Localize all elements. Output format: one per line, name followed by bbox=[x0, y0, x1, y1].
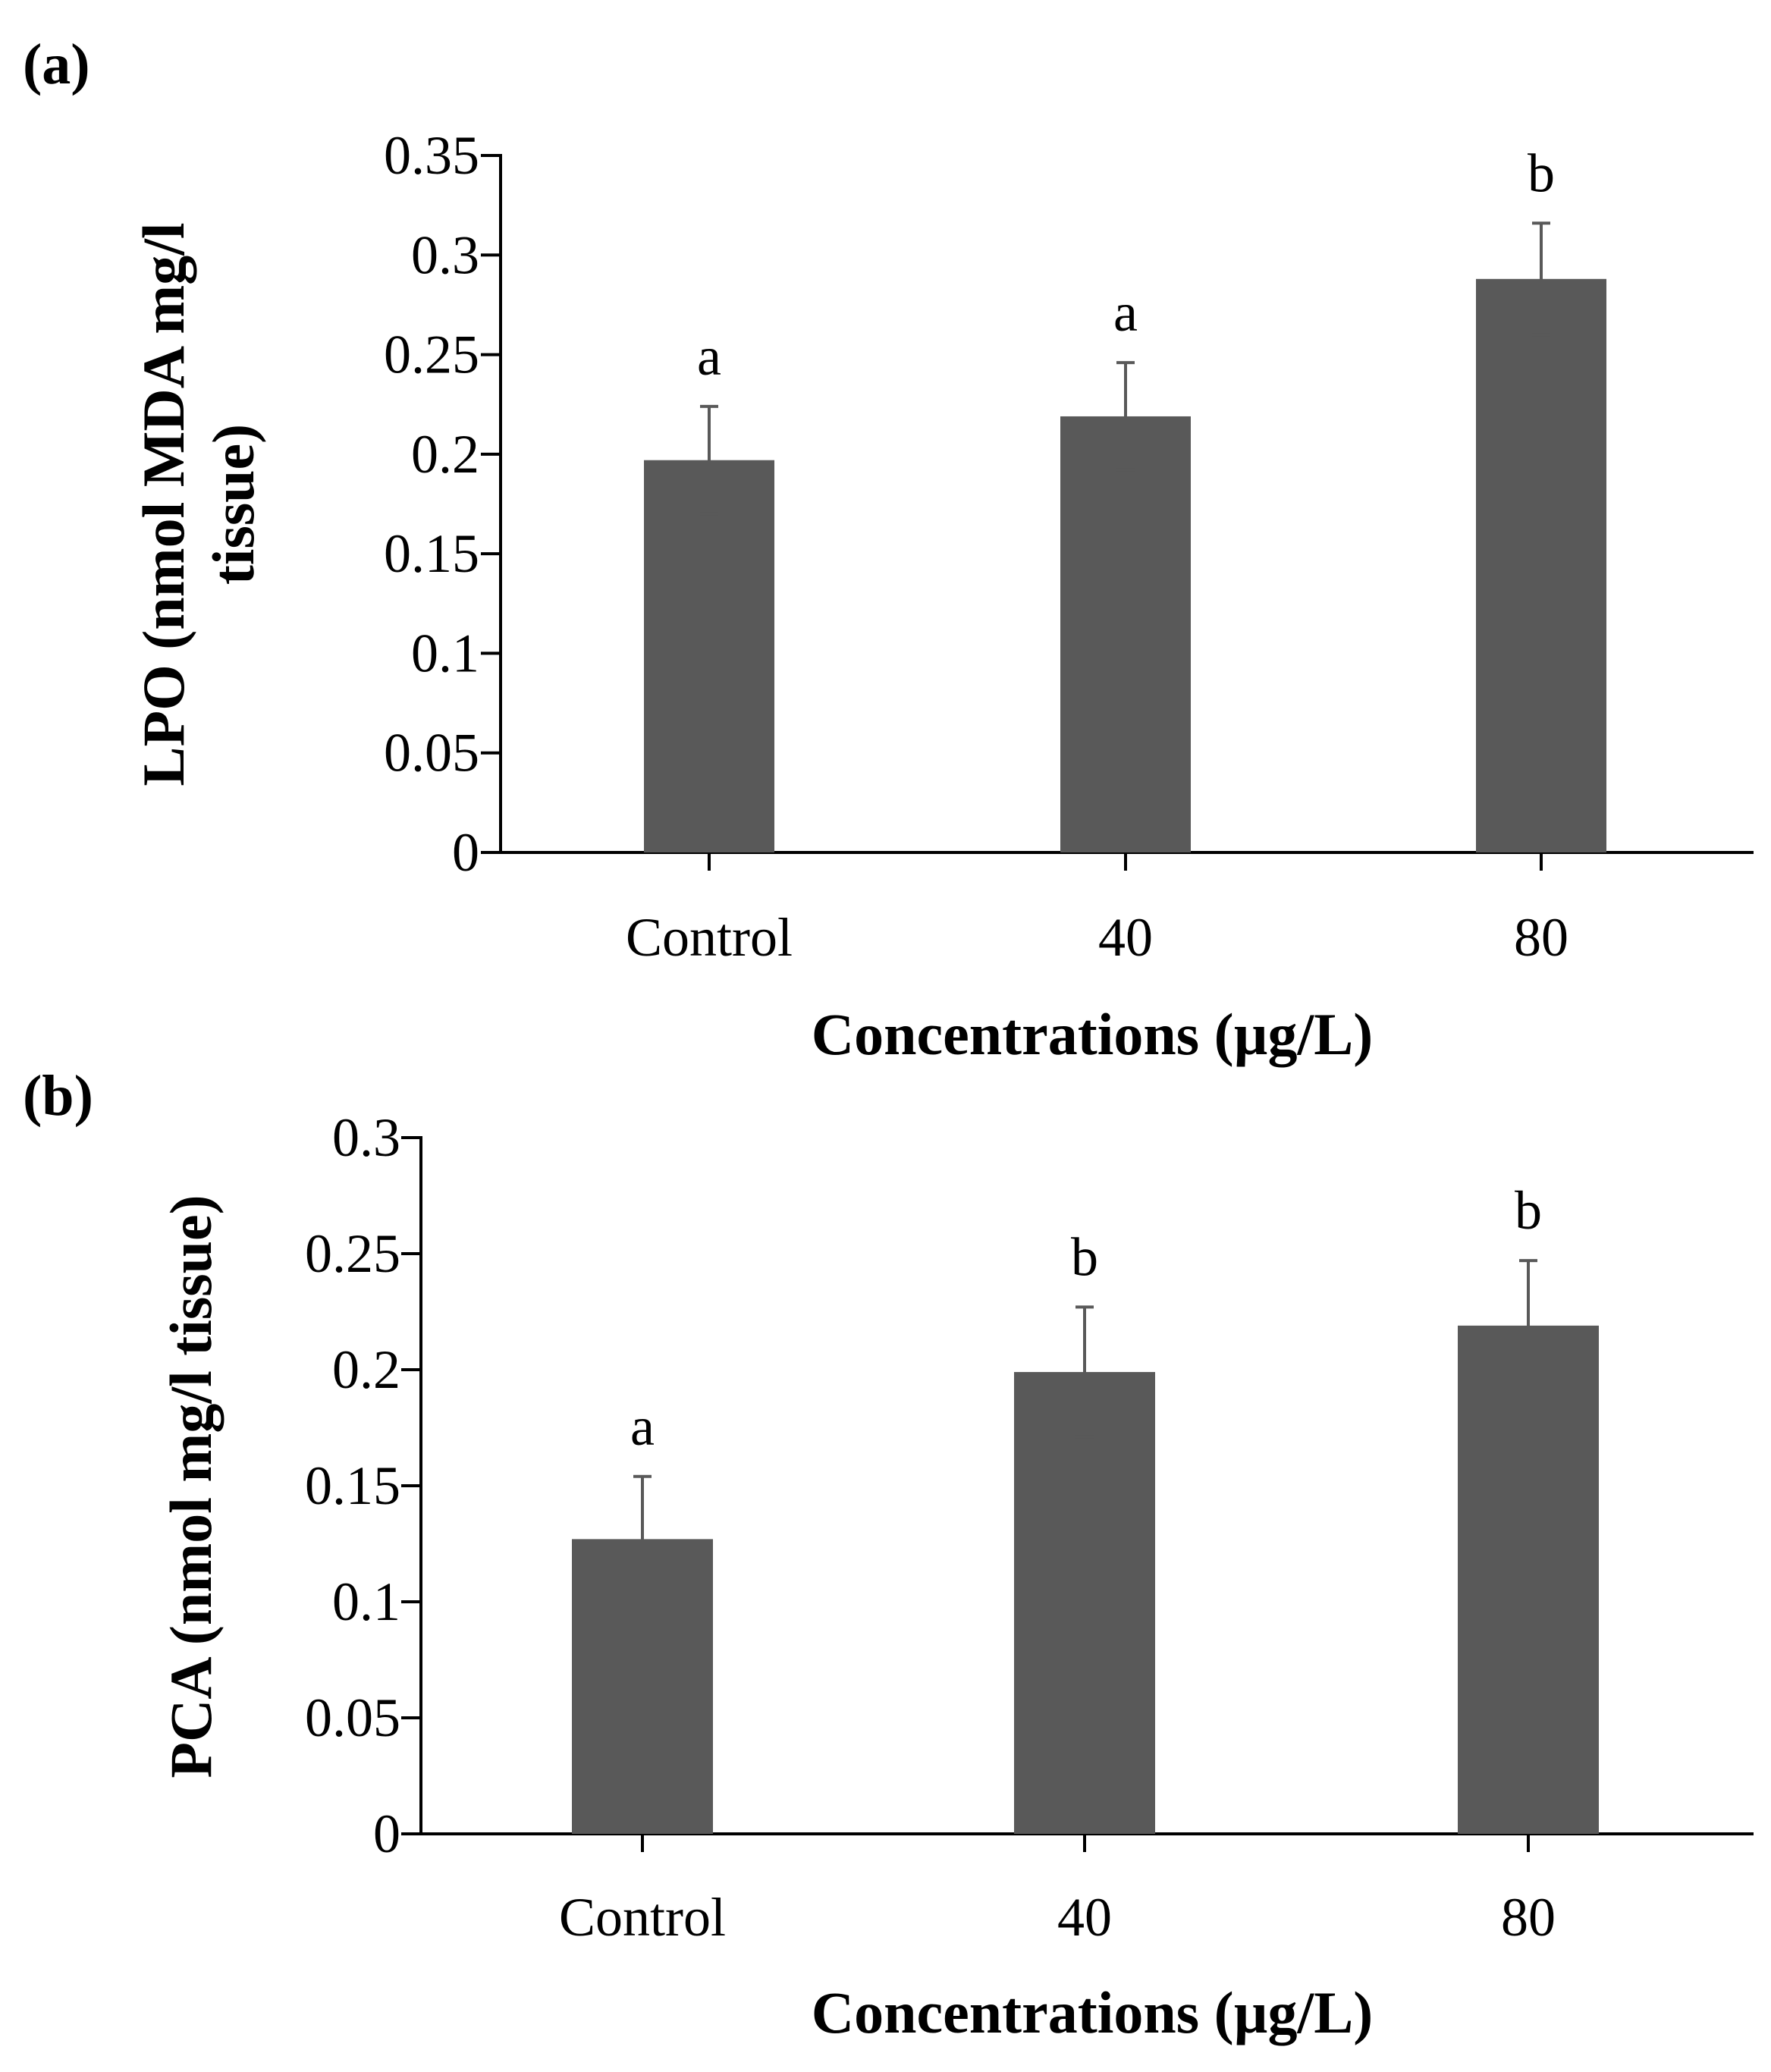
significance-label: a bbox=[697, 326, 721, 387]
x-tick-label: 80 bbox=[1514, 907, 1568, 968]
y-tick-label: 0.2 bbox=[411, 424, 479, 485]
bar-a-1 bbox=[1060, 416, 1191, 852]
y-tick-label: 0.2 bbox=[332, 1339, 400, 1400]
bar-a-0 bbox=[644, 460, 774, 852]
significance-label: b bbox=[1515, 1180, 1542, 1241]
y-tick-label: 0.25 bbox=[305, 1223, 400, 1284]
significance-label: a bbox=[630, 1396, 655, 1457]
y-tick-label: 0.15 bbox=[384, 523, 479, 584]
panel-label-a: (a) bbox=[23, 33, 90, 96]
x-tick-label: Control bbox=[559, 1887, 726, 1948]
y-tick-label: 0.05 bbox=[305, 1687, 400, 1748]
x-axis-title: Concentrations (µg/L) bbox=[812, 1001, 1373, 1067]
y-tick-label: 0 bbox=[373, 1804, 400, 1864]
y-axis-title: tissue) bbox=[200, 424, 266, 585]
x-tick-label: 80 bbox=[1501, 1887, 1556, 1948]
y-tick-label: 0.35 bbox=[384, 125, 479, 186]
chart-panel-b: (b) 0 0.05 0.1 0.15 0.2 0.25 0.3 a Control b 40 b 80 C… bbox=[23, 1064, 1754, 2045]
bar-a-2 bbox=[1476, 278, 1606, 852]
bar-b-1 bbox=[1014, 1372, 1155, 1834]
significance-label: a bbox=[1113, 282, 1138, 343]
y-axis-title: LPO (nmol MDA mg/l bbox=[130, 222, 196, 786]
y-tick-label: 0.3 bbox=[411, 224, 479, 285]
y-tick-label: 0.1 bbox=[411, 623, 479, 683]
y-axis-title: PCA (nmol mg/l tissue) bbox=[158, 1195, 224, 1778]
chart-panel-a: (a) 0 0.05 0.1 0.15 0.2 0.25 0.3 0.35 a Control a 40… bbox=[23, 33, 1754, 1067]
panel-label-b: (b) bbox=[23, 1064, 93, 1128]
y-tick-label: 0.1 bbox=[332, 1571, 400, 1632]
bar-b-2 bbox=[1458, 1325, 1599, 1834]
x-tick-label: Control bbox=[626, 907, 793, 968]
y-tick-label: 0.25 bbox=[384, 325, 479, 385]
x-axis-title: Concentrations (µg/L) bbox=[812, 1979, 1373, 2045]
significance-label: b bbox=[1528, 143, 1555, 203]
significance-label: b bbox=[1071, 1226, 1098, 1287]
x-tick-label: 40 bbox=[1057, 1887, 1112, 1948]
y-tick-label: 0.15 bbox=[305, 1455, 400, 1516]
y-tick-label: 0.05 bbox=[384, 723, 479, 783]
x-tick-label: 40 bbox=[1098, 907, 1153, 968]
y-tick-label: 0 bbox=[452, 822, 479, 883]
y-tick-label: 0.3 bbox=[332, 1107, 400, 1168]
